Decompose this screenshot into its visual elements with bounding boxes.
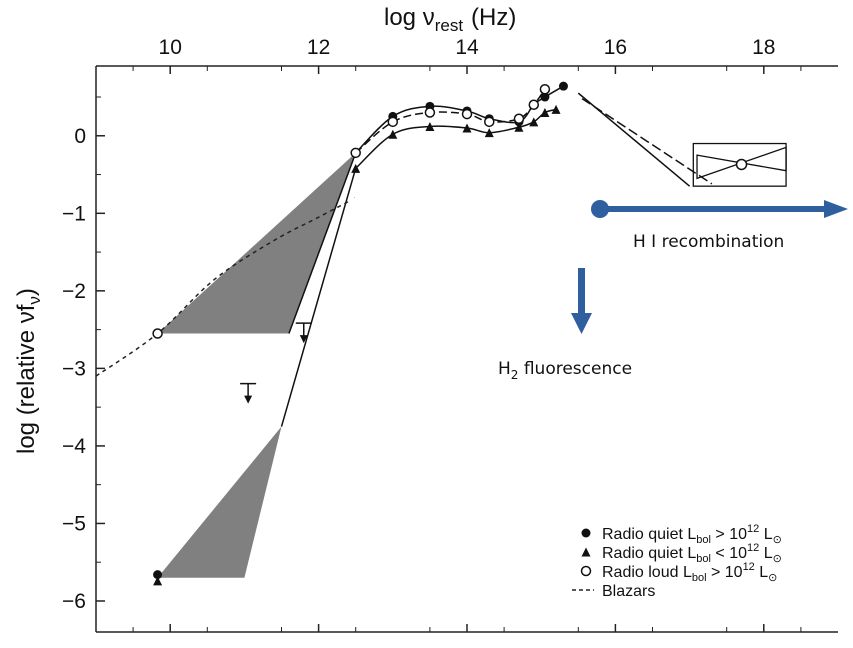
data-point-filled-triangle (551, 104, 561, 114)
data-point-open-circle (528, 99, 540, 111)
legend-label: Blazars (602, 583, 655, 600)
data-point-open-circle (539, 84, 551, 95)
xray-bowtie (577, 92, 787, 187)
data-point-filled-circle (153, 570, 163, 580)
upper-limit-arrow (299, 335, 308, 344)
data-point-open-circle (387, 116, 399, 128)
y-tick-label: −1 (62, 202, 86, 225)
data-point-filled-triangle (425, 121, 435, 131)
upper-limit-arrow (244, 395, 253, 404)
hi-recombination-label: H I recombination (633, 232, 784, 252)
radio-loud-steep-line (288, 152, 357, 334)
y-tick-label: 0 (74, 125, 86, 148)
data-points (152, 81, 568, 586)
h2-arrow-shaft (578, 268, 585, 316)
h2-arrow-head (571, 313, 592, 334)
shaded-regions (157, 152, 356, 578)
legend-marker-filled-circle (581, 528, 591, 538)
x-tick-label-12: 12 (307, 36, 330, 59)
plot-frame: 10 12 14 16 18 0 −1 −2 −3 −4 −5 −6 (62, 36, 838, 633)
data-point-open-circle (152, 328, 163, 339)
x-tick-label-10: 10 (159, 36, 182, 59)
x-tick-label-14: 14 (455, 36, 479, 59)
data-point-filled-circle (558, 81, 568, 91)
data-point-open-circle (484, 116, 495, 128)
legend-marker-filled-triangle (581, 547, 591, 557)
xray-softx-dashed (581, 97, 713, 185)
y-axis-title: log (relative νfν) (13, 288, 44, 454)
y-tick-label: −2 (62, 280, 86, 303)
x-tick-label-16: 16 (604, 36, 627, 59)
data-point-filled-triangle (153, 576, 163, 586)
data-point-filled-triangle (514, 122, 524, 132)
data-point-open-circle (461, 108, 473, 120)
legend: Radio quiet Lbol > 1012 L⊙Radio quiet Lb… (572, 523, 782, 600)
shaded-region-upper (157, 152, 356, 334)
h2-fluorescence-arrow (571, 268, 592, 334)
data-point-filled-triangle (388, 129, 398, 139)
xray-center-point (735, 158, 748, 171)
data-point-filled-circle (540, 92, 550, 102)
hi-recombination-arrow (591, 200, 848, 218)
xray-box (692, 142, 787, 187)
legend-marker-open-circle (580, 565, 592, 577)
legend-label: Radio loud Lbol > 1012 L⊙ (602, 561, 777, 584)
y-tick-label: −5 (62, 512, 86, 535)
shaded-region-lower (157, 426, 282, 578)
radio-quiet-steep-line (280, 168, 357, 427)
data-point-open-circle (424, 107, 436, 118)
data-point-filled-triangle (462, 123, 472, 133)
x-axis-title: log νrest (Hz) (384, 4, 516, 35)
hi-arrow-head (824, 200, 848, 218)
data-point-filled-triangle (484, 128, 494, 138)
y-tick-label: −4 (62, 435, 86, 458)
data-point-open-circle (350, 147, 361, 159)
y-tick-label: −6 (62, 590, 86, 613)
radio-quiet-high-curve (355, 85, 564, 154)
blazar-curve (95, 197, 357, 377)
y-tick-label: −3 (62, 357, 86, 380)
legend-label: Radio quiet Lbol < 1012 L⊙ (602, 542, 782, 565)
data-point-open-circle (513, 113, 525, 124)
data-point-filled-triangle (351, 163, 361, 173)
x-tick-label-18: 18 (752, 36, 775, 59)
data-point-filled-triangle (529, 117, 539, 127)
data-point-filled-triangle (540, 108, 550, 118)
h2-fluorescence-label: H2 fluorescence (498, 359, 632, 382)
legend-label: Radio quiet Lbol > 1012 L⊙ (602, 523, 782, 546)
radio-quiet-low-curve (355, 108, 557, 169)
